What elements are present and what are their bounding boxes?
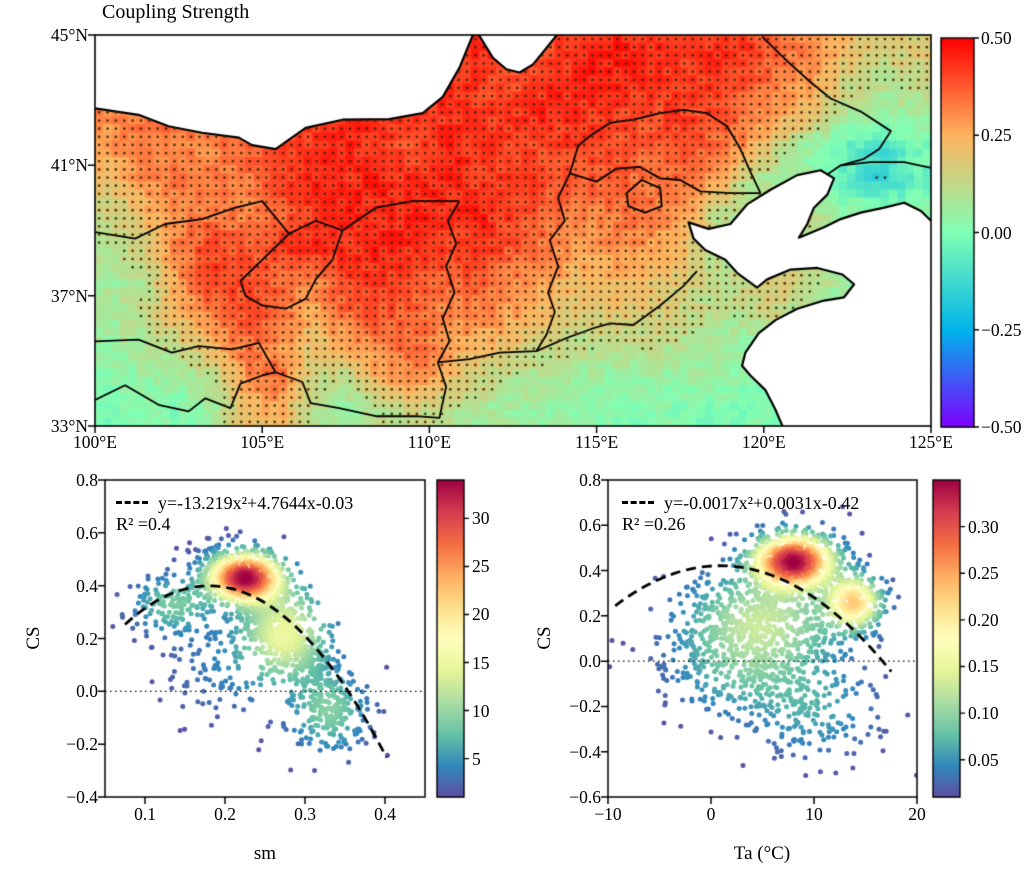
map-x-tick-label: 125°E xyxy=(909,432,953,452)
left-plot-colorbar-tick-label: 10 xyxy=(472,700,490,721)
left-plot-y-tick-label: 0.2 xyxy=(76,628,98,649)
right-plot-y-tick-label: −0.2 xyxy=(569,696,601,717)
map-colorbar-tick-label: −0.25 xyxy=(981,319,1022,340)
right-plot-fit-annotation: y=-0.0017x²+0.0031x-0.42 R² =0.26 xyxy=(622,493,859,535)
map-y-tick-label: 33°N xyxy=(50,416,88,436)
right-plot-y-tick-label: −0.4 xyxy=(569,741,601,762)
left-plot-y-tick-label: 0.4 xyxy=(76,575,98,596)
right-plot-colorbar-tick-label: 0.20 xyxy=(968,609,999,630)
left-plot-colorbar-tick-label: 20 xyxy=(472,604,490,625)
right-plot-x-tick-label: −10 xyxy=(594,804,622,824)
left-plot-y-tick-label: 0.6 xyxy=(76,522,98,543)
right-plot-x-tick-label: 20 xyxy=(908,804,926,824)
map-x-tick-label: 110°E xyxy=(407,432,452,452)
left-plot-y-tick-label: −0.4 xyxy=(66,787,98,807)
map-x-tick-label: 115°E xyxy=(574,432,619,452)
left-plot-x-tick-label: 0.2 xyxy=(214,804,236,824)
right-plot-y-tick-label: 0.6 xyxy=(579,515,601,536)
left-plot-y-tick-label: 0.0 xyxy=(76,681,98,702)
left-plot-colorbar-tick-label: 15 xyxy=(472,652,490,673)
right-fit-equation: y=-0.0017x²+0.0031x-0.42 xyxy=(664,493,860,513)
map-colorbar-tick-label: −0.50 xyxy=(981,417,1022,437)
left-plot-x-tick-label: 0.1 xyxy=(134,804,156,824)
right-plot-colorbar-tick-label: 0.30 xyxy=(968,516,999,537)
map-x-tick-label: 120°E xyxy=(741,432,786,452)
right-plot-x-tick-label: 10 xyxy=(805,804,823,824)
right-plot-y-tick-label: 0.4 xyxy=(579,560,601,581)
right-plot-x-tick-label: 0 xyxy=(706,804,716,824)
left-plot-xlabel: sm xyxy=(253,843,277,864)
map-y-tick-label: 45°N xyxy=(50,25,88,45)
map-colorbar-tick-label: 0.50 xyxy=(981,28,1012,48)
map-colorbar-tick-label: 0.25 xyxy=(981,125,1012,146)
right-plot-xlabel: Ta (°C) xyxy=(733,843,791,864)
left-plot-y-tick-label: −0.2 xyxy=(66,734,98,755)
left-plot-colorbar-tick-label: 30 xyxy=(472,508,490,529)
left-plot-colorbar-tick-label: 5 xyxy=(472,748,481,769)
right-plot-colorbar-tick-label: 0.15 xyxy=(968,656,999,677)
right-plot-y-tick-label: −0.6 xyxy=(569,787,601,807)
right-fit-dash-sample xyxy=(622,501,654,505)
left-plot-x-tick-label: 0.3 xyxy=(294,804,316,824)
right-plot-ylabel: CS xyxy=(534,626,555,650)
right-fit-r2: R² =0.26 xyxy=(622,514,686,534)
right-plot-colorbar-tick-label: 0.10 xyxy=(968,703,999,724)
left-plot-x-tick-label: 0.4 xyxy=(374,804,396,824)
right-plot-y-tick-label: 0.2 xyxy=(579,605,601,626)
map-colorbar-tick-label: 0.00 xyxy=(981,222,1012,243)
map-title: Coupling Strength xyxy=(102,1,250,23)
right-plot-y-tick-label: 0.8 xyxy=(579,470,601,490)
right-plot-colorbar-tick-label: 0.25 xyxy=(968,563,999,584)
left-fit-equation: y=-13.219x²+4.7644x-0.03 xyxy=(158,493,354,513)
right-plot-y-tick-label: 0.0 xyxy=(579,651,601,672)
left-plot-fit-annotation: y=-13.219x²+4.7644x-0.03 R² =0.4 xyxy=(116,493,353,535)
right-plot-colorbar-tick-label: 0.05 xyxy=(968,749,999,770)
left-fit-dash-sample xyxy=(116,501,148,505)
left-fit-r2: R² =0.4 xyxy=(116,514,171,534)
left-plot-y-tick-label: 0.8 xyxy=(76,470,98,490)
map-x-tick-label: 105°E xyxy=(240,432,285,452)
left-plot-colorbar-tick-label: 25 xyxy=(472,556,490,577)
map-x-tick-label: 100°E xyxy=(73,432,117,452)
map-y-tick-label: 37°N xyxy=(50,285,88,306)
map-y-tick-label: 41°N xyxy=(50,155,88,176)
